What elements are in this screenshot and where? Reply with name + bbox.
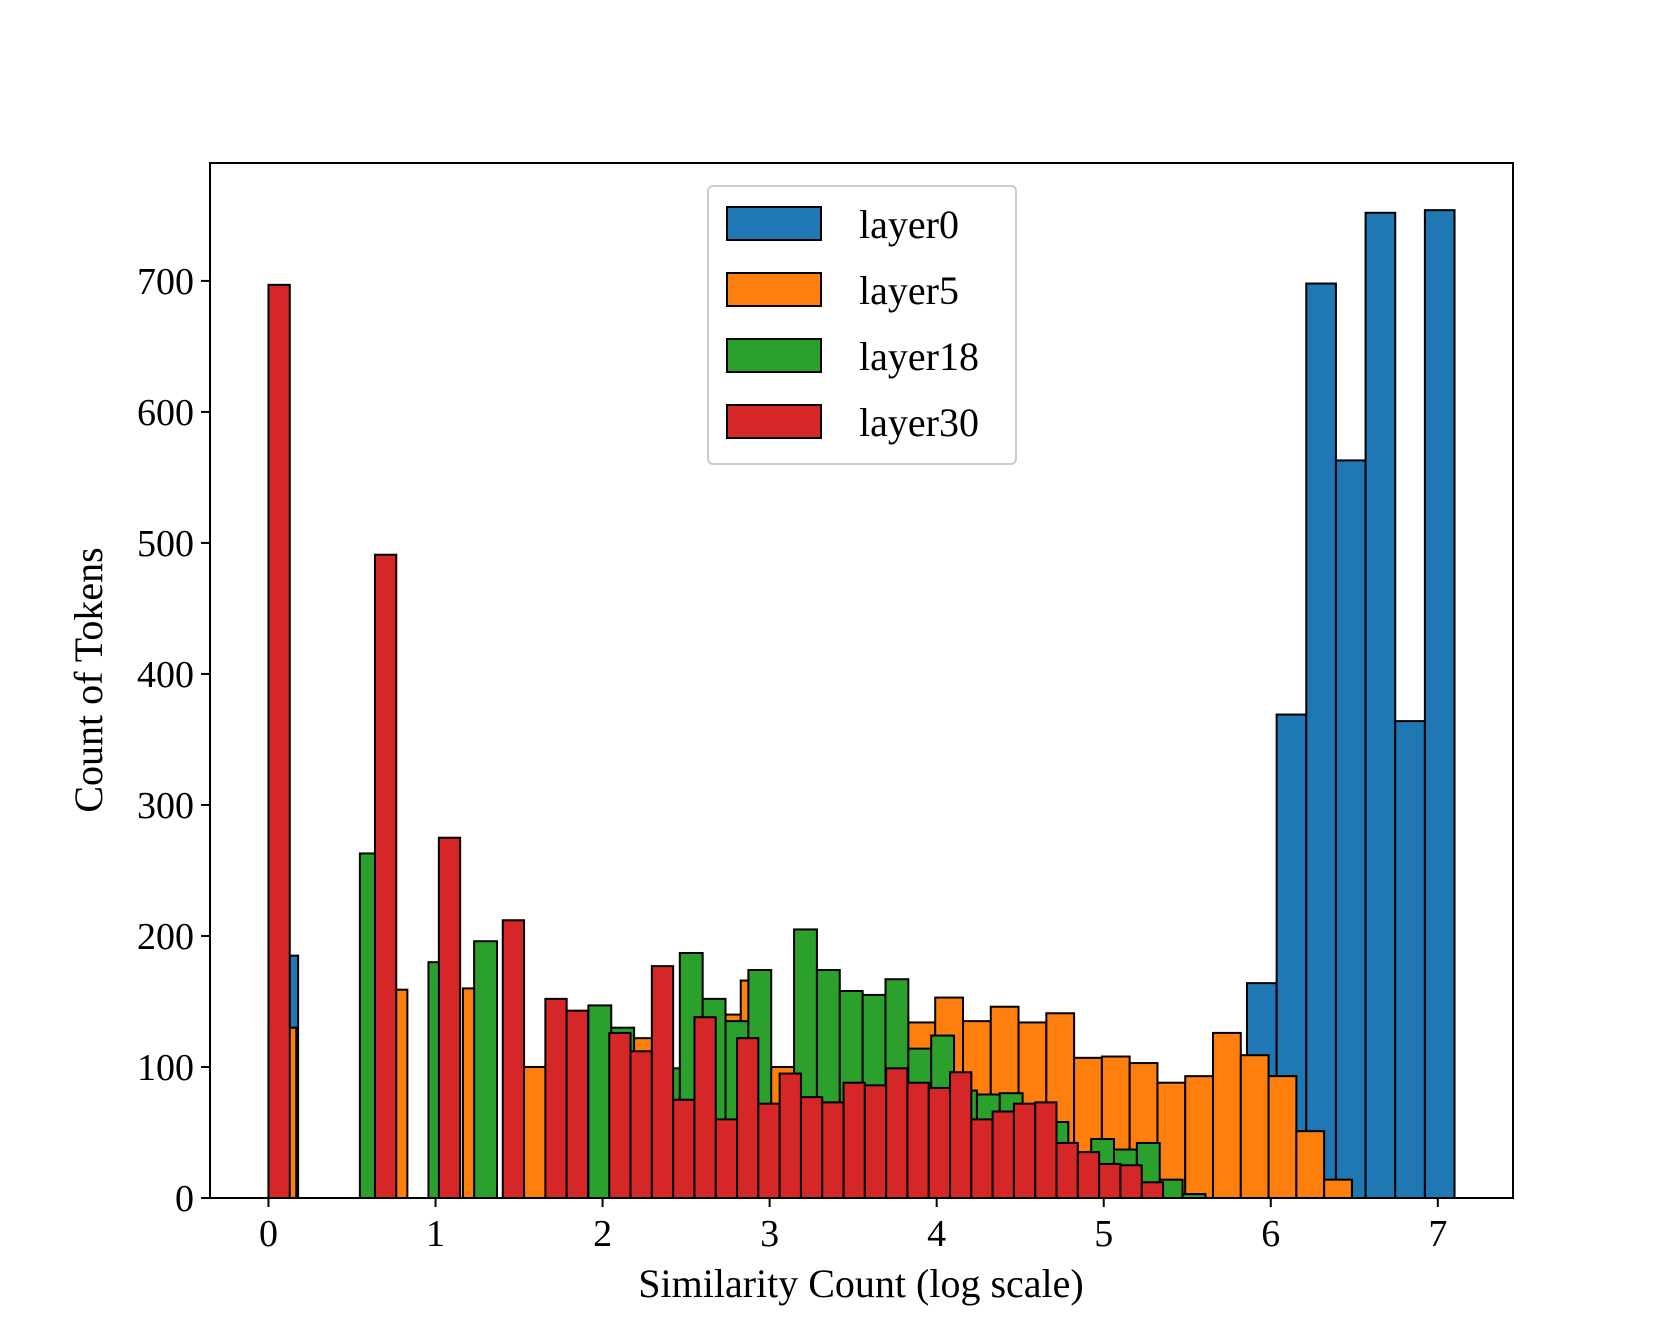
- bar-layer30-18: [650, 965, 675, 1199]
- x-tick-label: 5: [1094, 1213, 1113, 1255]
- bar-layer30-14: [565, 1009, 589, 1200]
- y-tick-label: 700: [137, 261, 194, 303]
- x-tick-label: 7: [1428, 1213, 1447, 1255]
- y-axis-ticks: 0 100 200 300 400 500 600 700: [137, 261, 210, 1220]
- bar-layer30-33: [970, 1118, 994, 1200]
- legend-swatch-layer5: [726, 272, 822, 307]
- bar-layer30-28: [863, 1084, 888, 1199]
- bar-layer30-26: [821, 1101, 845, 1199]
- y-tick-label: 300: [137, 785, 194, 827]
- bar-layer30-20: [693, 1016, 717, 1200]
- x-tick-label: 0: [259, 1213, 278, 1255]
- x-tick-label: 4: [927, 1213, 946, 1255]
- y-axis-label: Count of Tokens: [66, 547, 111, 812]
- bar-layer5-37: [1295, 1130, 1326, 1200]
- x-tick-label: 1: [426, 1213, 445, 1255]
- bar-layer18-14: [587, 1004, 613, 1199]
- legend-swatch-layer0: [726, 206, 822, 241]
- bar-layer30-21: [714, 1118, 739, 1200]
- legend-swatch-layer30: [726, 404, 822, 439]
- y-tick-label: 500: [137, 523, 194, 565]
- bar-layer30-29: [885, 1067, 909, 1200]
- legend-label-layer0: layer0: [859, 202, 959, 247]
- bar-layer30-36: [1034, 1101, 1058, 1199]
- bar-layer30-16: [608, 1031, 632, 1200]
- bar-layer30-22: [736, 1037, 760, 1200]
- bar-layer30-31: [927, 1086, 952, 1199]
- bar-layer30-41: [1140, 1181, 1165, 1200]
- plot-frame: [209, 162, 1514, 1199]
- bar-layer0-37: [1364, 211, 1397, 1199]
- y-tick-label: 0: [175, 1178, 194, 1220]
- bar-layer18-9: [473, 940, 498, 1199]
- legend-label-layer18: layer18: [859, 334, 979, 379]
- x-tick-label: 3: [760, 1213, 779, 1255]
- bar-layer30-24: [778, 1072, 802, 1200]
- series-layer0: [267, 209, 1456, 1200]
- bar-layer5-33: [1184, 1075, 1215, 1200]
- bar-layer0-38: [1394, 720, 1426, 1199]
- bar-layer30-17: [629, 1050, 653, 1200]
- bar-layer5-38: [1323, 1178, 1353, 1200]
- x-tick-label: 2: [593, 1213, 612, 1255]
- bar-layer30-38: [1076, 1151, 1101, 1200]
- bar-layer30-13: [544, 997, 568, 1199]
- bar-layer30-5: [373, 553, 398, 1199]
- series-layer30: [267, 283, 1165, 1200]
- bar-layer0-39: [1423, 209, 1456, 1200]
- bar-layer30-8: [437, 836, 462, 1199]
- bar-layer30-11: [501, 919, 526, 1199]
- bar-layer30-23: [757, 1102, 781, 1200]
- x-axis-ticks: 0 1 2 3 4 5 6 7: [259, 1198, 1447, 1255]
- bar-layer5-36: [1267, 1075, 1298, 1200]
- bar-layer30-37: [1055, 1141, 1079, 1199]
- bar-layer30-19: [672, 1098, 696, 1199]
- y-tick-label: 200: [137, 916, 194, 958]
- bar-layer5-35: [1239, 1054, 1270, 1199]
- bar-layer30-27: [842, 1081, 866, 1199]
- bar-layer30-35: [1012, 1102, 1037, 1200]
- legend-box: [707, 185, 1017, 465]
- legend-swatch-layer18: [726, 338, 822, 373]
- bar-layer30-25: [799, 1096, 824, 1199]
- legend: layer0 layer5 layer18 layer30: [707, 185, 1017, 465]
- bar-layer30-30: [906, 1081, 930, 1199]
- x-axis-label: Similarity Count (log scale): [638, 1261, 1084, 1306]
- bars-layer: [267, 209, 1456, 1200]
- y-tick-label: 100: [137, 1047, 194, 1089]
- x-tick-label: 6: [1261, 1213, 1280, 1255]
- bar-layer30-0: [267, 283, 291, 1199]
- bar-layer0-35: [1305, 282, 1337, 1199]
- bar-layer30-32: [949, 1071, 973, 1199]
- legend-label-layer30: layer30: [859, 400, 979, 445]
- y-tick-label: 600: [137, 392, 194, 434]
- y-tick-label: 400: [137, 654, 194, 696]
- bar-layer0-36: [1334, 459, 1367, 1199]
- bar-layer30-40: [1119, 1164, 1143, 1199]
- bar-layer5-34: [1212, 1031, 1242, 1200]
- bar-layer30-34: [991, 1110, 1015, 1200]
- legend-label-layer5: layer5: [859, 268, 959, 313]
- bar-layer30-39: [1098, 1162, 1122, 1199]
